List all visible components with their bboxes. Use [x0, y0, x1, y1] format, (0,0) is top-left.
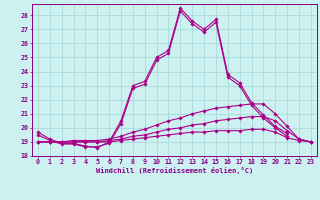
X-axis label: Windchill (Refroidissement éolien,°C): Windchill (Refroidissement éolien,°C) [96, 167, 253, 174]
